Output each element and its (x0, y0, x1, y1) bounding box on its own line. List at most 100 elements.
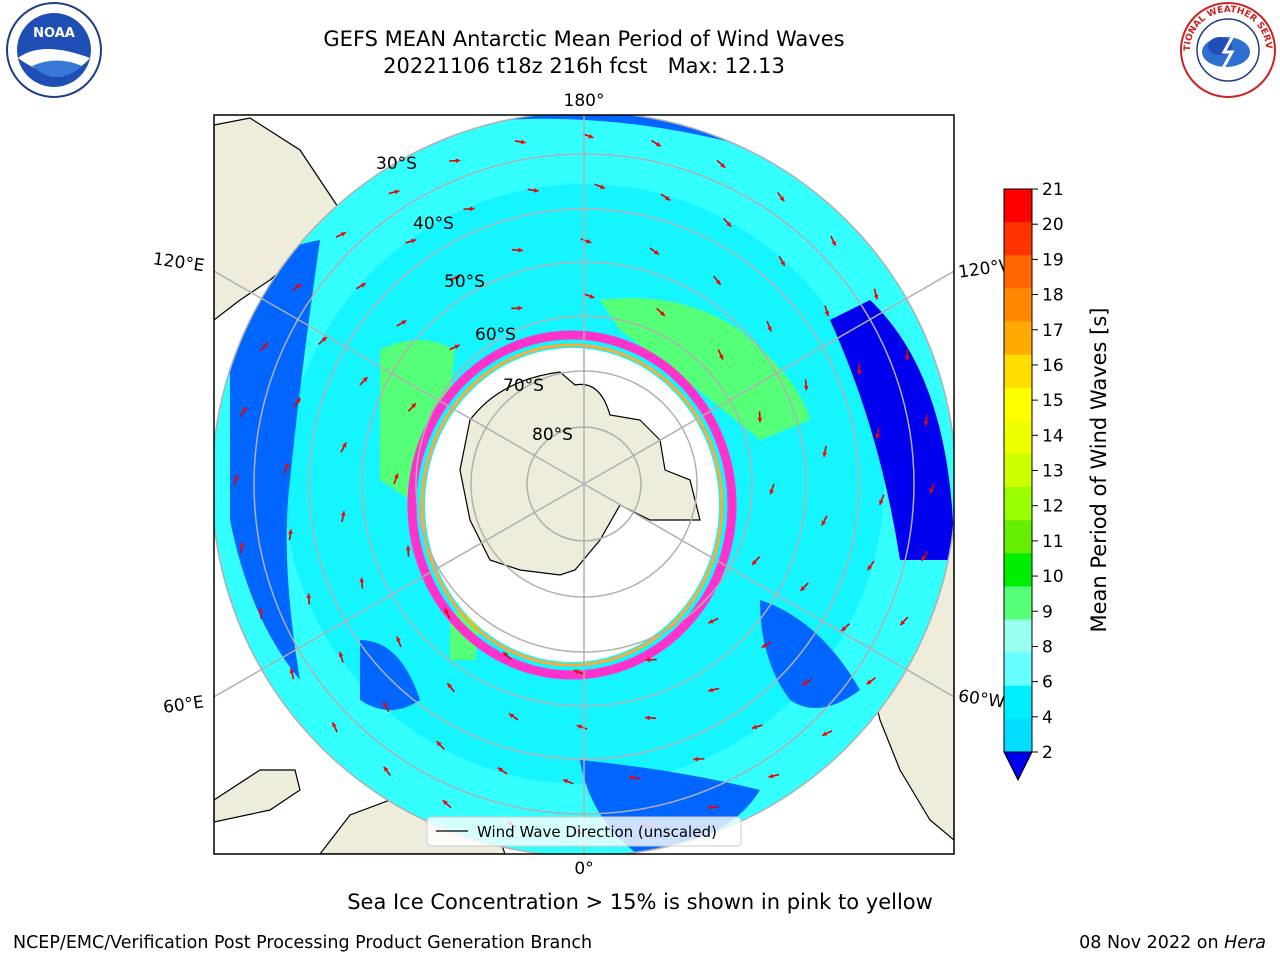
lat-label-40s: 40°S (413, 214, 454, 234)
colorbar-block (1004, 685, 1032, 720)
wind-wave-arrows (233, 133, 935, 835)
wind-arrow-head (586, 238, 592, 244)
wind-arrow-head (645, 657, 651, 663)
colorbar-blocks (1003, 189, 1033, 782)
lat-label-70s: 70°S (503, 376, 544, 396)
wind-arrow-head (296, 283, 302, 289)
noaa-logo-text: NOAA (33, 26, 75, 41)
wind-arrow-head (645, 715, 650, 721)
lon-label-120e: 120°E (152, 249, 206, 276)
colorbar-tick-label: 19 (1042, 250, 1064, 270)
lon-label-180: 180° (564, 91, 605, 111)
wind-arrow-head (469, 206, 475, 212)
lon-label-0: 0° (574, 859, 593, 879)
wind-arrow-head (718, 354, 724, 360)
wind-arrow-head (693, 756, 699, 762)
wind-arrow-head (394, 189, 400, 195)
wind-arrow-head (803, 385, 809, 391)
wind-arrow-head (715, 279, 721, 285)
wind-arrow-head (856, 369, 862, 375)
wind-arrow-head (340, 232, 346, 237)
colorbar-block (1004, 619, 1032, 654)
wind-arrow-head (923, 420, 929, 426)
wind-arrow-head (258, 607, 264, 613)
wind-arrow-head (767, 326, 772, 332)
wind-arrow-head (233, 474, 239, 480)
colorbar-extend-triangle (1003, 751, 1033, 782)
wind-arrow-head (306, 593, 312, 599)
wind-arrow-head (929, 488, 935, 494)
wind-arrow-head (769, 489, 774, 495)
wind-arrow-head (262, 342, 268, 348)
wind-arrow-head (362, 377, 368, 382)
wind-arrow-head (411, 238, 416, 244)
colorbar-block (1004, 553, 1032, 587)
wind-arrow-head (360, 283, 366, 288)
colorbar-tick-label: 4 (1042, 708, 1053, 728)
wind-arrow-head (442, 800, 448, 806)
map-frame (213, 114, 955, 855)
wind-arrow-head (720, 162, 726, 168)
map-title: GEFS MEAN Antarctic Mean Period of Wind … (323, 27, 845, 51)
wind-arrow-head (726, 221, 732, 227)
colorbar-block (1004, 453, 1032, 488)
colorbar-tick-label: 13 (1042, 462, 1064, 482)
wind-arrow-head (841, 626, 847, 632)
footer-date: 08 Nov 2022 on Hera (1079, 933, 1266, 953)
colorbar-tick-label: 10 (1042, 567, 1064, 587)
wind-arrow-head (822, 452, 828, 457)
wind-arrow-head (599, 184, 605, 189)
wind-arrow-head (588, 133, 594, 139)
wind-arrow-head (401, 320, 407, 325)
wind-arrow-head (653, 249, 659, 255)
wind-arrow-head (655, 141, 661, 147)
wind-arrow-head (708, 618, 714, 624)
wind-arrow-head (921, 555, 927, 561)
colorbar-label: Mean Period of Wind Waves [s] (1087, 308, 1111, 633)
madagascar (214, 769, 301, 823)
wind-arrow-head (659, 311, 665, 316)
wind-arrow-head (239, 542, 245, 548)
colorbar-block (1004, 520, 1032, 554)
colorbar-tick-label: 14 (1042, 426, 1064, 446)
meridian-lines (214, 115, 954, 854)
wind-arrow-head (518, 247, 523, 253)
wind-arrow-head (394, 473, 399, 479)
wind-arrow-head (533, 188, 539, 193)
colorbar-tick-label: 6 (1042, 673, 1053, 693)
wind-arrow-head (241, 407, 247, 413)
footer-date-prefix: 08 Nov 2022 on (1079, 933, 1225, 953)
colorbar-tick-label: 21 (1042, 180, 1064, 200)
wind-arrow-head (284, 463, 289, 469)
wind-arrow-head (831, 240, 836, 246)
colorbar-tick-label: 20 (1042, 215, 1064, 235)
antarctica (459, 371, 701, 576)
wind-arrow-head (589, 294, 595, 299)
wind-arrow-head (321, 336, 327, 342)
wind-arrow-head (497, 767, 503, 773)
wind-arrow-head (879, 499, 884, 505)
wind-arrow-head (340, 511, 346, 516)
wind-arrow-head (824, 311, 830, 316)
colorbar-block (1004, 321, 1032, 356)
map-legend: Wind Wave Direction (unscaled) (426, 816, 742, 847)
wind-arrow-head (454, 344, 460, 350)
lon-label-60e: 60°E (162, 692, 205, 717)
wind-arrow-head (665, 195, 671, 201)
wind-arrow-head (509, 713, 515, 719)
colorbar-tick-label: 11 (1042, 532, 1064, 552)
green-patch-ne (600, 298, 810, 440)
wind-arrow-head (761, 643, 767, 648)
wind-arrow-head (822, 731, 828, 736)
wind-arrow-head (707, 804, 713, 810)
wind-arrow-head (867, 565, 873, 571)
colorbar-block (1004, 420, 1032, 455)
wind-arrow-head (752, 559, 757, 565)
lat-label-60s: 60°S (475, 325, 516, 345)
noaa-logo-icon: NOAA (6, 2, 102, 98)
wind-arrow-head (332, 722, 337, 728)
wind-arrow-head (866, 679, 872, 685)
lat-label-50s: 50°S (444, 272, 485, 292)
wind-arrow-head (576, 724, 582, 730)
